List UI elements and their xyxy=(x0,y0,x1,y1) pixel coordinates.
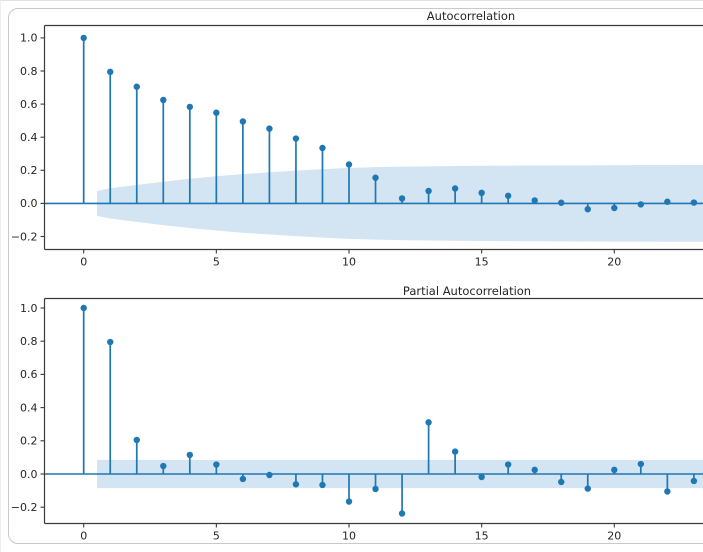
figure-card xyxy=(8,8,703,544)
marker-lag-3 xyxy=(160,462,167,470)
marker-lag-17 xyxy=(531,197,538,204)
marker-lag-12 xyxy=(398,195,406,202)
x-tick-label: 20 xyxy=(607,256,621,269)
y-tick-label: 0.6 xyxy=(20,98,38,111)
marker-lag-5 xyxy=(213,461,220,468)
marker-lag-9 xyxy=(319,481,326,489)
y-tick-label: 1.0 xyxy=(20,32,38,45)
marker-lag-17 xyxy=(531,466,538,474)
pacf-plot-title: Partial Autocorrelation xyxy=(402,284,532,298)
y-tick-label: 0.2 xyxy=(20,435,38,448)
x-tick-label: 5 xyxy=(213,256,220,269)
marker-lag-23 xyxy=(690,199,698,206)
marker-lag-7 xyxy=(266,125,273,132)
y-tick-label: 1.0 xyxy=(20,302,38,315)
y-tick-label: 0.4 xyxy=(20,401,38,414)
marker-lag-11 xyxy=(372,485,379,493)
marker-lag-4 xyxy=(186,451,194,459)
marker-lag-21 xyxy=(637,201,645,208)
y-tick-label: 0.6 xyxy=(20,368,38,381)
marker-lag-11 xyxy=(372,174,379,181)
y-tick-label: 0.0 xyxy=(20,468,38,481)
y-tick-label: 0.2 xyxy=(20,164,38,177)
y-tick-label: −0.2 xyxy=(11,230,38,243)
marker-lag-2 xyxy=(133,436,140,444)
marker-lag-13 xyxy=(425,187,432,195)
marker-lag-10 xyxy=(345,498,353,505)
x-tick-label: 0 xyxy=(80,256,87,269)
marker-lag-6 xyxy=(239,118,247,125)
y-tick-label: 0.0 xyxy=(20,197,38,210)
x-tick-label: 5 xyxy=(213,530,220,543)
marker-lag-14 xyxy=(451,185,459,192)
marker-lag-18 xyxy=(558,199,565,206)
marker-lag-20 xyxy=(611,466,618,474)
y-tick-label: −0.2 xyxy=(11,501,38,514)
y-tick-label: 0.8 xyxy=(20,65,38,78)
marker-lag-8 xyxy=(292,481,300,488)
x-tick-label: 0 xyxy=(80,530,87,543)
marker-lag-18 xyxy=(558,478,565,486)
marker-lag-14 xyxy=(451,448,459,455)
marker-lag-8 xyxy=(292,135,300,142)
marker-lag-1 xyxy=(107,338,114,346)
marker-lag-0 xyxy=(80,304,87,312)
x-tick-label: 15 xyxy=(475,530,489,543)
x-tick-label: 10 xyxy=(342,256,356,269)
marker-lag-0 xyxy=(80,34,87,42)
marker-lag-5 xyxy=(213,109,220,116)
marker-lag-20 xyxy=(611,204,618,212)
y-tick-label: 0.4 xyxy=(20,131,38,144)
marker-lag-9 xyxy=(319,144,326,152)
marker-lag-16 xyxy=(504,192,512,199)
marker-lag-19 xyxy=(584,485,591,492)
marker-lag-21 xyxy=(637,460,645,468)
marker-lag-19 xyxy=(584,205,591,213)
marker-lag-22 xyxy=(664,198,671,205)
marker-lag-13 xyxy=(425,419,432,426)
x-tick-label: 15 xyxy=(475,256,489,269)
marker-lag-16 xyxy=(504,461,512,468)
marker-lag-23 xyxy=(690,477,698,485)
marker-lag-12 xyxy=(398,510,406,517)
marker-lag-4 xyxy=(186,103,194,111)
x-tick-label: 10 xyxy=(342,530,356,543)
y-tick-label: 0.8 xyxy=(20,335,38,348)
x-tick-label: 20 xyxy=(607,530,621,543)
acf-plot-title: Autocorrelation xyxy=(426,9,516,23)
marker-lag-22 xyxy=(664,488,671,495)
marker-lag-6 xyxy=(239,475,247,483)
marker-lag-15 xyxy=(478,189,485,197)
marker-lag-15 xyxy=(478,473,485,481)
marker-lag-1 xyxy=(107,68,114,76)
marker-lag-10 xyxy=(345,161,353,168)
marker-lag-2 xyxy=(133,83,140,90)
marker-lag-7 xyxy=(266,471,273,479)
marker-lag-3 xyxy=(160,96,167,104)
